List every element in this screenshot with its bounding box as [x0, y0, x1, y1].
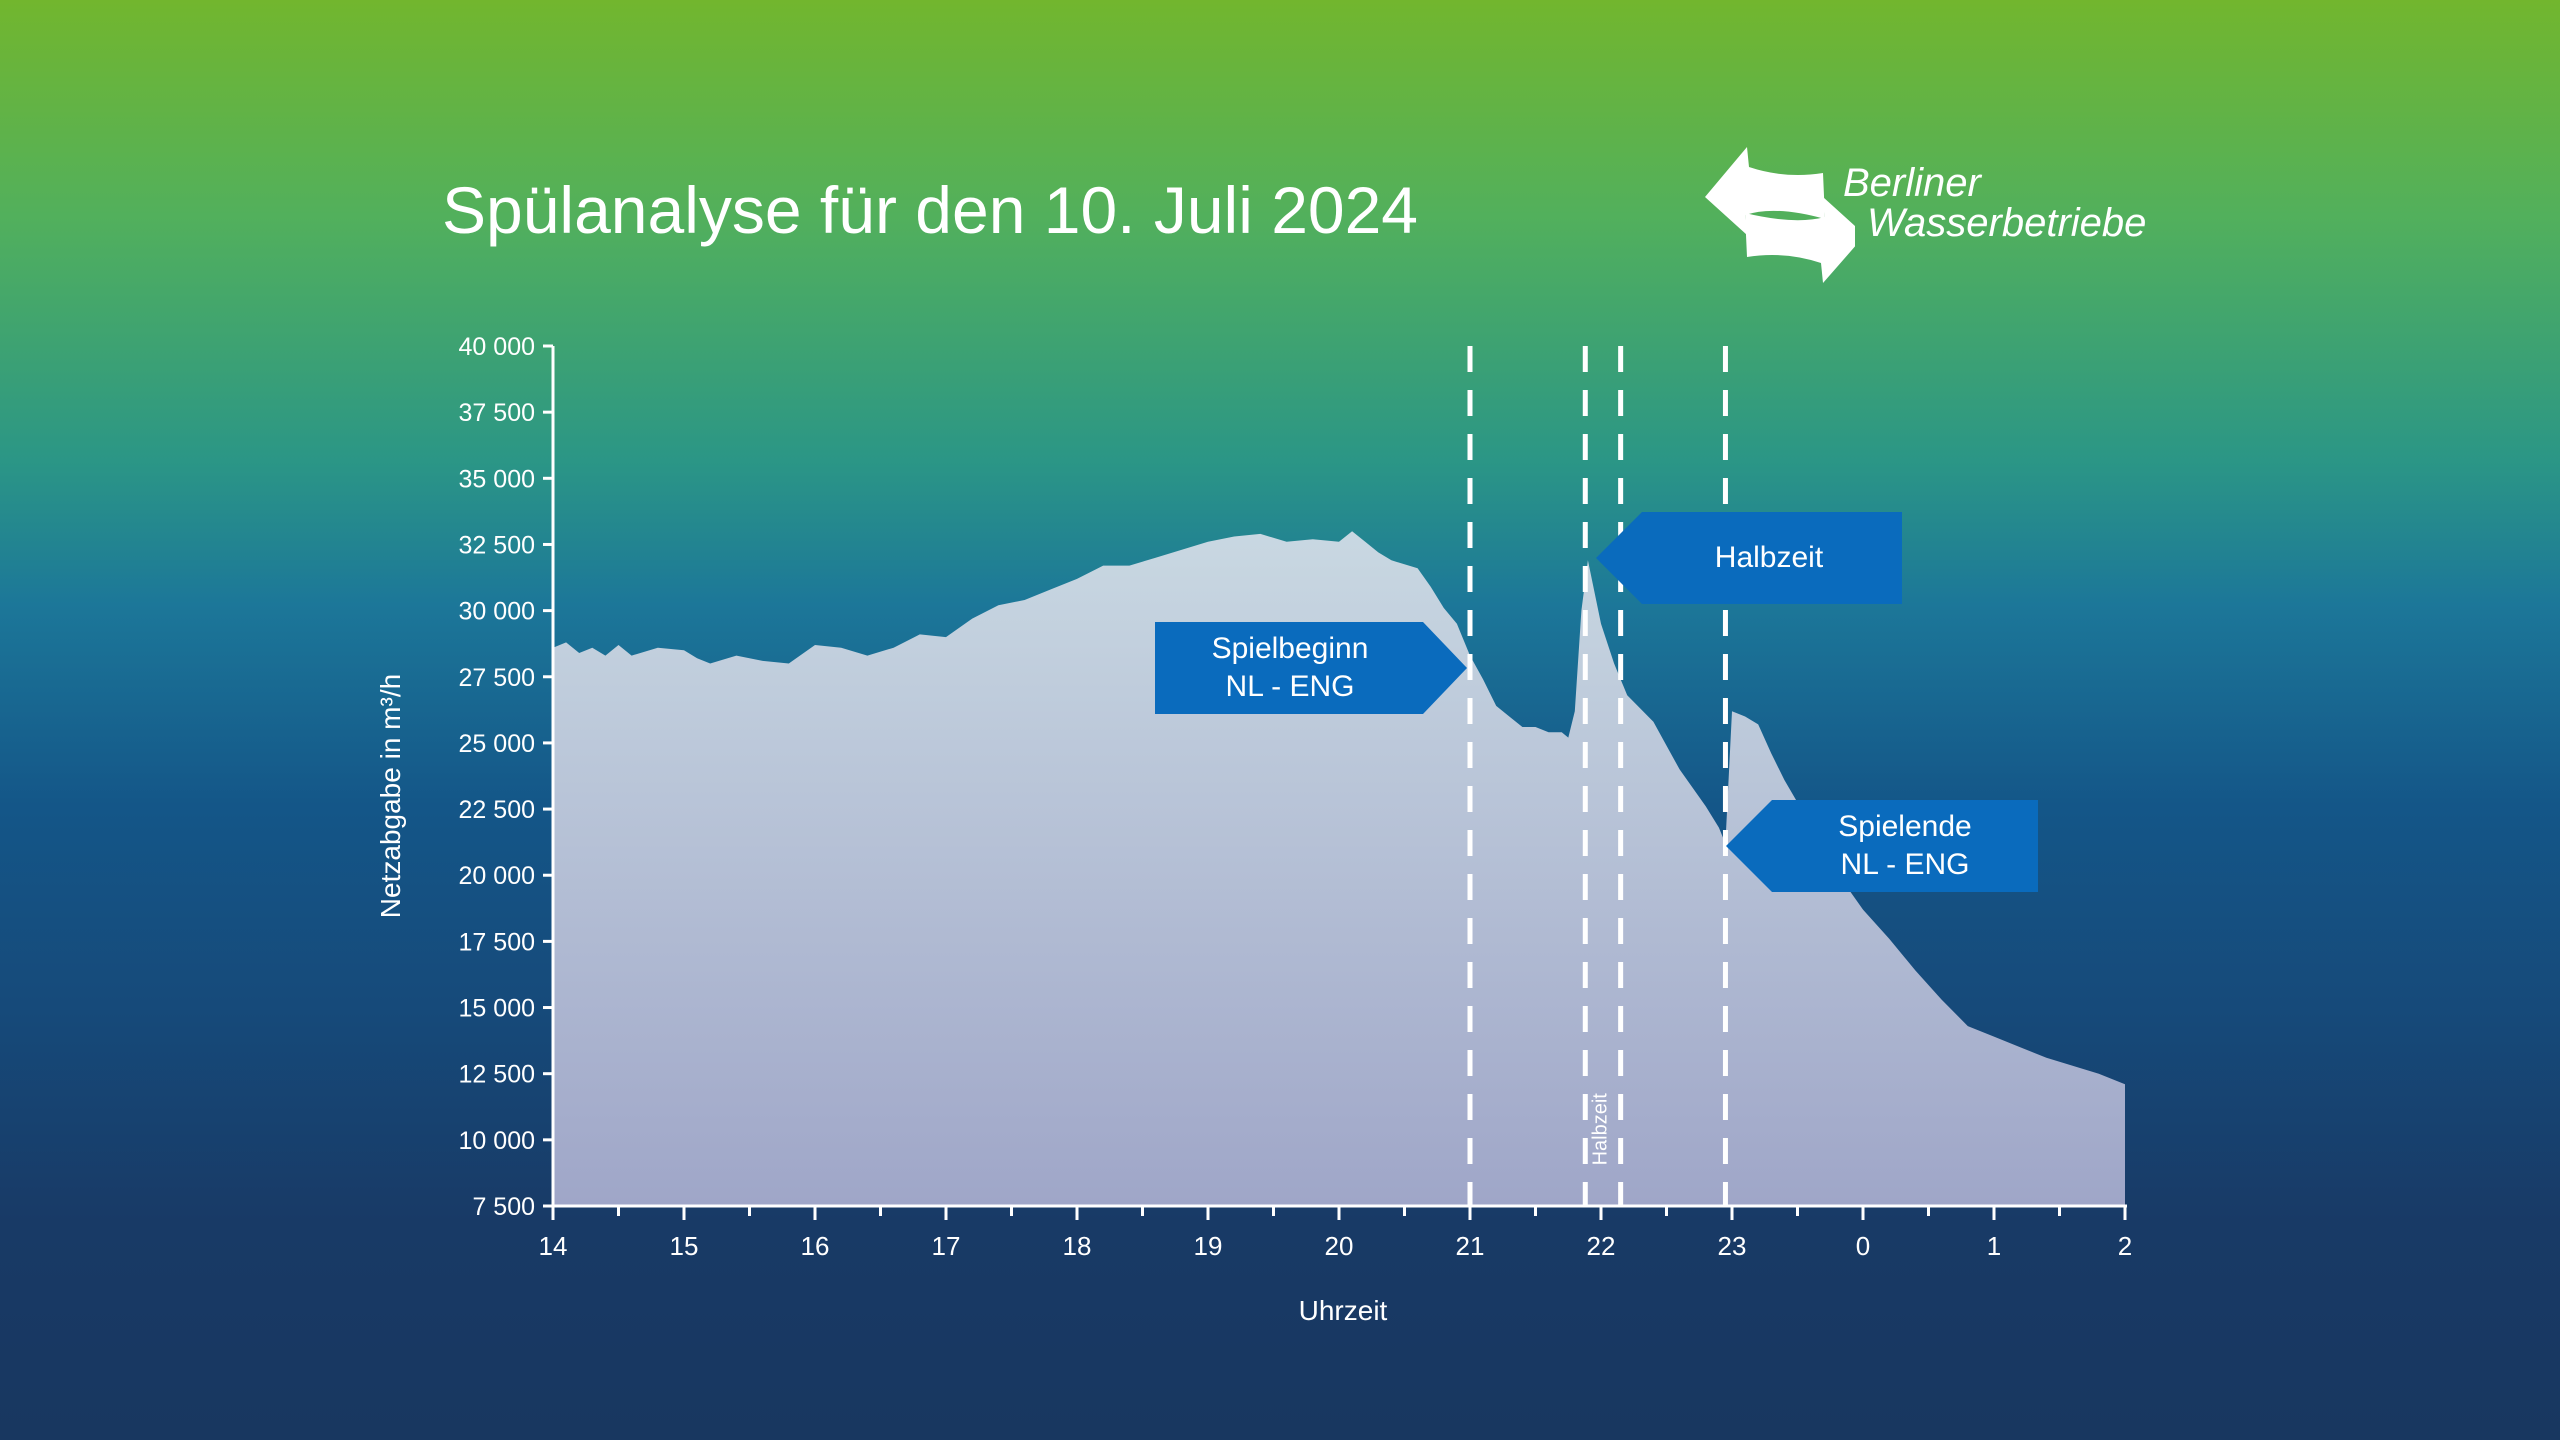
y-tick-label-13: 40 000: [459, 333, 535, 361]
x-tick-label-6: 20: [1325, 1231, 1354, 1261]
callout-kickoff-line1: Spielbeginn: [1211, 632, 1369, 665]
x-tick-label-4: 18: [1063, 1231, 1092, 1261]
annotation-halftime-rotated: Halbzeit: [1589, 1093, 1611, 1166]
x-tick-label-5: 19: [1194, 1231, 1223, 1261]
y-tick-label-1: 10 000: [459, 1127, 535, 1155]
y-tick-label-0: 7 500: [472, 1193, 535, 1221]
y-tick-label-3: 15 000: [459, 995, 535, 1023]
x-tick-label-9: 23: [1718, 1231, 1747, 1261]
double-arrow-logo-icon: [1705, 147, 1855, 283]
x-tick-label-10: 0: [1856, 1231, 1870, 1261]
y-axis-title: Netzabgabe in m³/h: [375, 674, 406, 918]
callout-halftime-line1: Halbzeit: [1714, 541, 1824, 574]
callout-kickoff: Spielbeginn NL - ENG: [1155, 622, 1467, 714]
y-tick-label-11: 35 000: [459, 465, 535, 493]
x-tick-label-12: 2: [2118, 1231, 2132, 1261]
x-tick-label-11: 1: [1987, 1231, 2001, 1261]
x-axis-title: Uhrzeit: [1299, 1295, 1388, 1326]
y-tick-label-8: 27 500: [459, 664, 535, 692]
callout-halftime-shape: [1596, 512, 1902, 604]
brand-logo: Berliner Wasserbetriebe: [1705, 145, 2155, 285]
callout-kickoff-line2: NL - ENG: [1225, 670, 1355, 703]
y-tick-label-12: 37 500: [459, 399, 535, 427]
x-tick-label-7: 21: [1456, 1231, 1485, 1261]
y-tick-label-5: 20 000: [459, 862, 535, 890]
logo-text-line1: Berliner: [1843, 161, 1981, 205]
x-tick-label-2: 16: [801, 1231, 830, 1261]
page-title: Spülanalyse für den 10. Juli 2024: [442, 173, 1419, 247]
callout-kickoff-shape: [1155, 622, 1467, 714]
x-tick-label-0: 14: [539, 1231, 568, 1261]
logo-text-line2: Wasserbetriebe: [1867, 201, 2147, 245]
callout-fulltime: Spielende NL - ENG: [1726, 800, 2038, 892]
y-tick-label-4: 17 500: [459, 928, 535, 956]
area-series: [553, 531, 2125, 1206]
y-tick-label-9: 30 000: [459, 598, 535, 626]
callout-fulltime-line2: NL - ENG: [1840, 848, 1970, 881]
y-tick-label-7: 25 000: [459, 730, 535, 758]
callout-fulltime-shape: [1726, 800, 2038, 892]
callout-fulltime-line1: Spielende: [1838, 810, 1972, 843]
y-tick-label-10: 32 500: [459, 531, 535, 559]
callout-halftime: Halbzeit: [1596, 512, 1902, 604]
x-tick-label-1: 15: [670, 1231, 699, 1261]
y-tick-label-6: 22 500: [459, 796, 535, 824]
x-tick-label-3: 17: [932, 1231, 961, 1261]
y-tick-label-2: 12 500: [459, 1061, 535, 1089]
x-tick-label-8: 22: [1587, 1231, 1616, 1261]
